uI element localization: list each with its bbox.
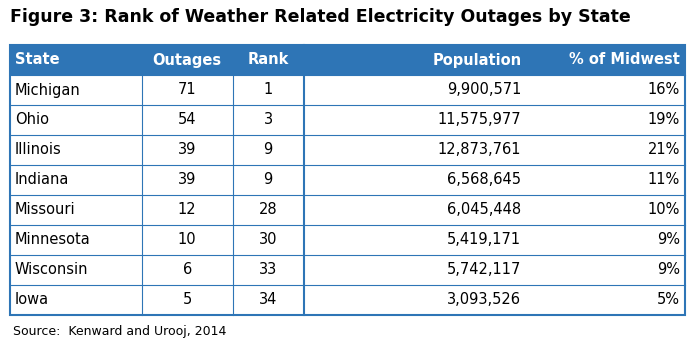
Text: 19%: 19% [648,113,680,127]
Text: Indiana: Indiana [15,173,69,188]
Text: Illinois: Illinois [15,143,62,157]
Text: 54: 54 [178,113,197,127]
Text: 5,742,117: 5,742,117 [447,262,522,278]
Text: 5: 5 [183,292,192,307]
Text: 33: 33 [259,262,277,278]
Text: 34: 34 [259,292,277,307]
Text: Population: Population [433,52,522,67]
Text: 6,568,645: 6,568,645 [447,173,522,188]
Text: Source:  Kenward and Urooj, 2014: Source: Kenward and Urooj, 2014 [13,325,226,338]
Text: 6,045,448: 6,045,448 [447,202,522,218]
Text: 28: 28 [259,202,277,218]
Text: 1: 1 [264,83,273,97]
Text: 30: 30 [259,232,277,248]
Text: 16%: 16% [648,83,680,97]
Text: 9%: 9% [657,262,680,278]
Text: Iowa: Iowa [15,292,49,307]
Text: 10: 10 [178,232,197,248]
Bar [10,45,685,75]
Text: 12,873,761: 12,873,761 [438,143,522,157]
Text: 11,575,977: 11,575,977 [438,113,522,127]
Text: 12: 12 [178,202,197,218]
Text: Minnesota: Minnesota [15,232,91,248]
Text: 6: 6 [183,262,192,278]
Text: 3,093,526: 3,093,526 [447,292,522,307]
Text: 11%: 11% [648,173,680,188]
Text: 5%: 5% [657,292,680,307]
Text: 39: 39 [178,143,197,157]
Text: Michigan: Michigan [15,83,80,97]
Text: 71: 71 [178,83,197,97]
Text: % of Midwest: % of Midwest [569,52,680,67]
Text: 10%: 10% [648,202,680,218]
Text: State: State [15,52,60,67]
Text: 21%: 21% [648,143,680,157]
Text: Ohio: Ohio [15,113,49,127]
Text: 9: 9 [264,143,273,157]
Text: Figure 3: Rank of Weather Related Electricity Outages by State: Figure 3: Rank of Weather Related Electr… [10,8,631,26]
Text: 9%: 9% [657,232,680,248]
Text: Outages: Outages [153,52,222,67]
Text: 3: 3 [264,113,273,127]
Text: 5,419,171: 5,419,171 [447,232,522,248]
Text: Rank: Rank [248,52,289,67]
Text: 39: 39 [178,173,197,188]
Bar [10,45,685,315]
Text: Wisconsin: Wisconsin [15,262,88,278]
Text: Missouri: Missouri [15,202,76,218]
Text: 9,900,571: 9,900,571 [447,83,522,97]
Text: 9: 9 [264,173,273,188]
